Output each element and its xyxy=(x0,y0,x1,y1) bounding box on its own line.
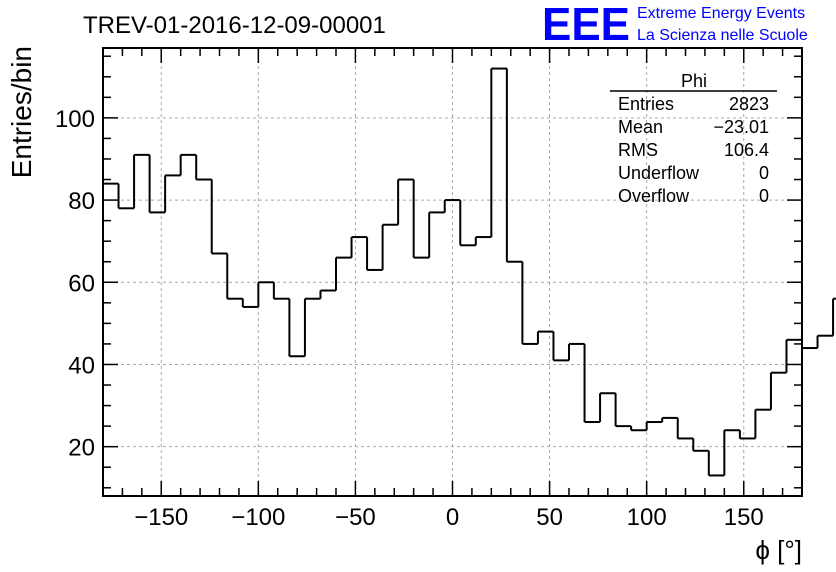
x-tick-label: −150 xyxy=(134,504,188,531)
y-axis-label: Entries/bin xyxy=(6,46,37,178)
stats-row-label: Overflow xyxy=(618,186,690,206)
stats-row-value: 0 xyxy=(759,163,769,183)
x-tick-labels: −150 −100 −50 0 50 100 150 xyxy=(134,504,764,531)
stats-row-label: Mean xyxy=(618,117,663,137)
y-tick-label: 60 xyxy=(68,270,95,297)
stats-row-value: −23.01 xyxy=(713,117,769,137)
chart-title: TREV-01-2016-12-09-00001 xyxy=(83,12,386,39)
stats-title: Phi xyxy=(681,71,707,91)
axis-ticks xyxy=(103,48,803,496)
x-tick-label: −100 xyxy=(231,504,285,531)
eee-logo-line1: Extreme Energy Events xyxy=(637,5,805,22)
x-tick-label: 100 xyxy=(627,504,667,531)
eee-logo-line2: La Scienza nelle Scuole xyxy=(637,27,808,44)
stats-row-label: Entries xyxy=(618,94,674,114)
histogram-bars xyxy=(103,67,836,477)
stats-row-value: 106.4 xyxy=(724,140,769,160)
stats-rows: Entries 2823 Mean −23.01 RMS 106.4 Underflow 0 O… xyxy=(618,94,769,206)
stats-box: Phi Entries 2823 Mean −23.01 RMS 106.4 Underfl… xyxy=(610,71,777,206)
x-tick-label: −50 xyxy=(335,504,376,531)
x-tick-label: 0 xyxy=(446,504,459,531)
eee-logo-letters: EEE xyxy=(542,0,630,50)
y-tick-labels: 20 40 60 80 100 xyxy=(55,106,95,462)
stats-row-value: 2823 xyxy=(729,94,769,114)
y-tick-label: 80 xyxy=(68,188,95,215)
y-tick-label: 20 xyxy=(68,435,95,462)
y-tick-label: 100 xyxy=(55,106,95,133)
stats-row-label: Underflow xyxy=(618,163,700,183)
y-tick-label: 40 xyxy=(68,352,95,379)
x-tick-label: 150 xyxy=(724,504,764,531)
x-tick-label: 50 xyxy=(536,504,563,531)
stats-row-label: RMS xyxy=(618,140,658,160)
x-axis-label: ϕ [°] xyxy=(755,535,802,565)
stats-row-value: 0 xyxy=(759,186,769,206)
grid-lines xyxy=(103,48,802,496)
